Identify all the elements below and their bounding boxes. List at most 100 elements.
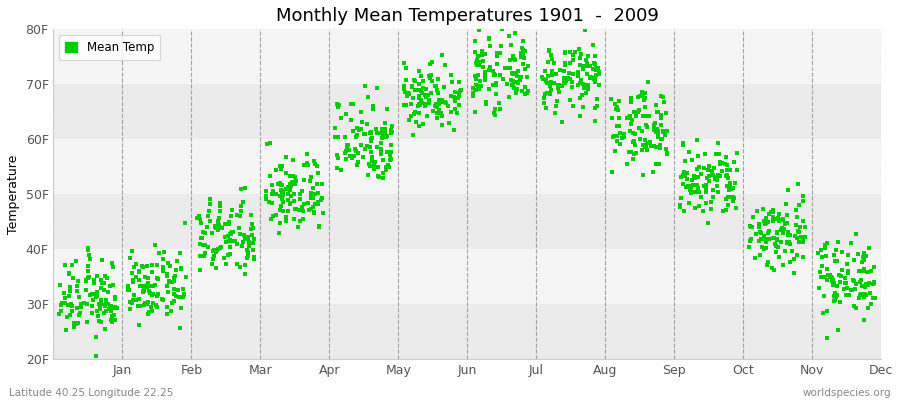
Point bbox=[506, 81, 520, 88]
Point bbox=[397, 60, 411, 66]
Point bbox=[490, 52, 504, 59]
Point bbox=[652, 134, 666, 140]
Point bbox=[758, 221, 772, 227]
Point bbox=[502, 56, 517, 63]
Point bbox=[627, 142, 642, 148]
Point bbox=[399, 65, 413, 71]
Point bbox=[83, 256, 97, 262]
Point bbox=[492, 106, 507, 112]
Point bbox=[514, 74, 528, 81]
Point bbox=[824, 278, 839, 284]
Point bbox=[208, 223, 222, 229]
Point bbox=[796, 237, 810, 244]
Point bbox=[826, 279, 841, 286]
Point bbox=[639, 113, 653, 119]
Point bbox=[423, 90, 437, 96]
Point bbox=[418, 101, 433, 108]
Point bbox=[813, 269, 827, 276]
Point bbox=[171, 287, 185, 293]
Point bbox=[376, 130, 391, 137]
Point bbox=[762, 228, 777, 234]
Point bbox=[362, 161, 376, 168]
Point bbox=[788, 233, 802, 239]
Point bbox=[766, 209, 780, 216]
Point bbox=[143, 290, 157, 297]
Point bbox=[312, 224, 327, 230]
Point bbox=[640, 140, 654, 146]
Point bbox=[761, 236, 776, 242]
Point bbox=[478, 73, 492, 79]
Point bbox=[719, 206, 733, 213]
Point bbox=[482, 86, 496, 92]
Point bbox=[209, 246, 223, 253]
Point bbox=[212, 215, 226, 222]
Point bbox=[384, 148, 399, 155]
Point bbox=[508, 79, 523, 86]
Point bbox=[363, 129, 377, 136]
Point bbox=[174, 265, 188, 271]
Point bbox=[591, 70, 606, 77]
Point bbox=[820, 308, 834, 314]
Point bbox=[633, 136, 647, 142]
Point bbox=[654, 136, 669, 142]
Point bbox=[330, 165, 345, 172]
Point bbox=[146, 282, 160, 289]
Point bbox=[80, 300, 94, 307]
Point bbox=[752, 224, 766, 230]
Point bbox=[838, 275, 852, 282]
Point bbox=[505, 82, 519, 88]
Point bbox=[428, 83, 442, 90]
Point bbox=[785, 248, 799, 254]
Point bbox=[155, 296, 169, 302]
Point bbox=[702, 173, 716, 179]
Point bbox=[540, 80, 554, 86]
Point bbox=[222, 250, 237, 257]
Point bbox=[557, 48, 572, 55]
Point bbox=[546, 80, 561, 86]
Point bbox=[81, 262, 95, 269]
Point bbox=[58, 262, 72, 268]
Point bbox=[715, 168, 729, 174]
Point bbox=[328, 134, 342, 140]
Point bbox=[726, 194, 741, 201]
Point bbox=[430, 104, 445, 110]
Point bbox=[95, 280, 110, 286]
Point bbox=[347, 146, 362, 152]
Point bbox=[310, 180, 324, 187]
Point bbox=[97, 326, 112, 332]
Point bbox=[98, 303, 112, 309]
Point bbox=[627, 150, 642, 157]
Point bbox=[213, 244, 228, 251]
Point bbox=[781, 187, 796, 193]
Point bbox=[508, 69, 523, 76]
Point bbox=[423, 75, 437, 81]
Point bbox=[730, 167, 744, 174]
Point bbox=[577, 85, 591, 92]
Point bbox=[447, 98, 462, 104]
Point bbox=[367, 162, 382, 168]
Point bbox=[334, 115, 348, 122]
Point bbox=[275, 208, 290, 214]
Point bbox=[469, 60, 483, 66]
Point bbox=[233, 213, 248, 220]
Point bbox=[590, 102, 605, 109]
Point bbox=[176, 294, 190, 300]
Point bbox=[85, 303, 99, 309]
Point bbox=[520, 88, 535, 94]
Point bbox=[172, 294, 186, 300]
Point bbox=[758, 236, 772, 242]
Point bbox=[816, 310, 831, 316]
Point bbox=[246, 224, 260, 231]
Point bbox=[624, 149, 638, 155]
Point bbox=[841, 268, 855, 274]
Point bbox=[357, 131, 372, 138]
Point bbox=[515, 50, 529, 56]
Point bbox=[622, 114, 636, 120]
Point bbox=[108, 293, 122, 300]
Point bbox=[768, 240, 782, 247]
Point bbox=[310, 190, 325, 196]
Point bbox=[71, 320, 86, 326]
Point bbox=[201, 244, 215, 251]
Point bbox=[308, 191, 322, 198]
Point bbox=[796, 239, 810, 246]
